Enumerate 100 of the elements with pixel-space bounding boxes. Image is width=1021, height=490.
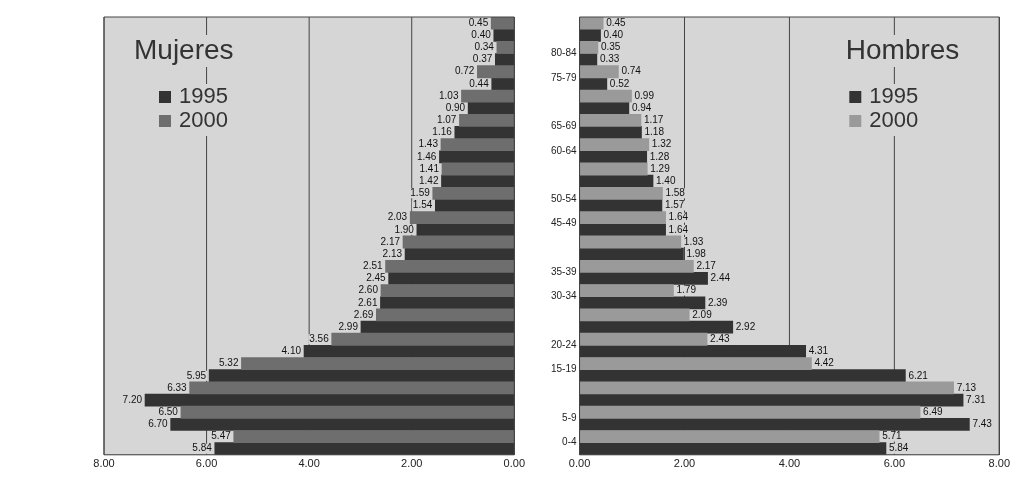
- data-label: 4.31: [808, 345, 829, 357]
- bar: [579, 40, 599, 54]
- bar: [376, 308, 515, 322]
- x-tick-label: 2.00: [401, 457, 423, 470]
- bar: [579, 223, 666, 237]
- data-label: 4.10: [281, 345, 302, 357]
- bar: [496, 40, 515, 54]
- data-label: 0.33: [599, 53, 620, 65]
- data-label: 7.13: [956, 381, 977, 393]
- y-tick-label: 30-34: [551, 290, 578, 302]
- y-tick-label: 45-49: [551, 217, 578, 229]
- data-label: 1.46: [416, 150, 437, 162]
- data-label: 7.20: [122, 393, 143, 405]
- data-label: 0.99: [634, 89, 655, 101]
- bar: [477, 65, 515, 79]
- bar: [440, 138, 515, 152]
- bar: [409, 211, 515, 225]
- y-tick-label: 20-24: [551, 339, 578, 351]
- bar: [579, 89, 632, 103]
- bar: [579, 113, 642, 127]
- data-label: 0.74: [621, 65, 642, 77]
- x-tick-label: 6.00: [195, 457, 218, 470]
- bar: [579, 138, 650, 152]
- data-label: 0.40: [471, 28, 492, 40]
- data-label: 2.45: [366, 272, 387, 284]
- bar: [493, 28, 515, 42]
- bar: [467, 101, 515, 115]
- data-label: 4.42: [814, 357, 835, 369]
- legend-label: 1995: [869, 83, 919, 109]
- bar: [579, 28, 601, 42]
- data-label: 1.41: [419, 162, 440, 174]
- y-tick-label: 50-54: [551, 193, 578, 205]
- y-tick-label: 0-4: [562, 436, 578, 448]
- bar: [180, 405, 515, 419]
- bar: [579, 381, 954, 395]
- data-label: 6.70: [148, 418, 169, 430]
- bar: [579, 320, 734, 334]
- bar: [233, 430, 515, 443]
- bar: [491, 77, 515, 91]
- bar: [579, 369, 906, 383]
- bar: [432, 186, 515, 200]
- bar: [579, 393, 964, 407]
- data-label: 1.29: [650, 162, 671, 174]
- y-tick-label: 5-9: [562, 412, 578, 424]
- bar: [579, 332, 708, 346]
- data-label: 1.40: [656, 174, 676, 186]
- data-label: 0.44: [469, 77, 490, 89]
- data-label: 1.03: [439, 89, 459, 101]
- data-label: 1.58: [665, 187, 686, 199]
- data-label: 0.40: [603, 28, 624, 40]
- data-label: 6.49: [923, 405, 943, 417]
- data-label: 1.98: [686, 247, 707, 259]
- bar: [579, 259, 694, 273]
- data-label: 2.60: [358, 284, 379, 296]
- bar: [441, 174, 515, 188]
- data-label: 0.52: [609, 77, 630, 89]
- bar: [579, 357, 812, 370]
- bar: [189, 381, 515, 395]
- data-label: 1.43: [418, 138, 439, 150]
- data-label: 2.17: [380, 235, 401, 247]
- bar: [380, 296, 515, 310]
- data-label: 0.45: [468, 16, 489, 28]
- x-tick-label: 4.00: [778, 457, 801, 470]
- bar: [331, 332, 515, 346]
- data-label: 5.32: [218, 357, 239, 369]
- y-tick-label: 60-64: [551, 144, 578, 156]
- y-tick-label: 15-19: [551, 363, 578, 375]
- data-label: 0.94: [631, 101, 652, 113]
- x-tick-label: 0.00: [503, 457, 526, 470]
- bar: [579, 174, 654, 188]
- data-label: 1.57: [664, 199, 685, 211]
- legend-label: 1995: [179, 83, 228, 109]
- data-label: 6.33: [167, 381, 188, 393]
- data-label: 2.69: [353, 308, 374, 320]
- bar: [579, 296, 706, 310]
- data-label: 5.84: [192, 442, 213, 454]
- x-tick-label: 6.00: [883, 457, 906, 470]
- text: Hombres: [845, 33, 960, 65]
- data-label: 2.92: [735, 320, 756, 332]
- data-label: 1.64: [668, 211, 689, 223]
- data-label: 1.28: [649, 150, 670, 162]
- data-label: 3.56: [309, 333, 330, 345]
- data-label: 2.44: [710, 272, 731, 284]
- bar: [579, 101, 630, 115]
- data-label: 2.03: [387, 211, 408, 223]
- bar: [579, 308, 690, 322]
- data-label: 1.59: [410, 187, 431, 199]
- data-label: 1.18: [644, 126, 665, 138]
- data-label: 6.21: [908, 369, 929, 381]
- y-tick-label: 75-79: [551, 71, 578, 83]
- bar: [404, 247, 515, 261]
- legend-label: 2000: [869, 107, 919, 133]
- bar: [579, 65, 619, 79]
- x-tick-label: 4.00: [298, 457, 320, 470]
- legend-label: 2000: [179, 107, 228, 133]
- bar: [461, 89, 515, 103]
- bar: [402, 235, 515, 249]
- bar: [579, 284, 674, 298]
- data-label: 2.17: [696, 260, 717, 272]
- bar: [579, 77, 608, 91]
